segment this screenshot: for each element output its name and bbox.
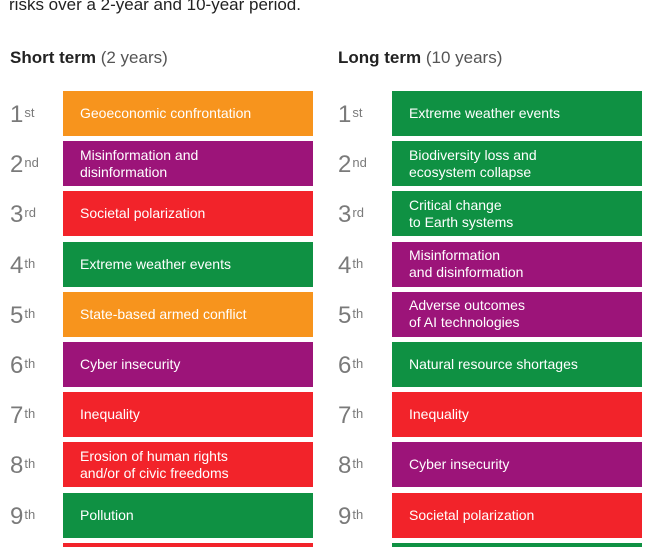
risk-label: Misinformation and disinformation [80,146,199,180]
long-term-rank-8: 8th [338,452,363,480]
rank-suffix: th [24,456,36,472]
rank-number: 7 [338,402,352,430]
long-term-rank-1: 1st [338,101,362,129]
risk-label: Natural resource shortages [409,356,578,372]
rank-number: 3 [338,201,352,229]
short-term-rank-3: 3rd [10,201,36,229]
short-term-risk-bar-8: Erosion of human rights and/or of civic … [63,442,313,488]
long-term-heading: Long term (10 years) [338,47,502,69]
rank-number: 2 [10,151,24,179]
risk-label: Biodiversity loss and ecosystem collapse [409,146,537,180]
long-term-risk-bar-1: Extreme weather events [392,91,642,136]
rank-suffix: nd [24,155,39,171]
rank-suffix: th [24,506,36,522]
rank-number: 8 [10,452,24,480]
intro-text: risks over a 2-year and 10-year period. [9,0,301,14]
short-term-rank-2: 2nd [10,151,39,179]
long-term-rank-6: 6th [338,352,363,380]
risk-label: Extreme weather events [80,255,231,272]
rank-suffix: th [352,255,364,271]
rank-suffix: th [352,456,364,472]
rank-suffix: th [24,356,36,371]
risk-label: Inequality [80,406,140,423]
rank-suffix: th [352,356,364,371]
short-term-rank-7: 7th [10,402,35,430]
short-term-risk-bar-9: Pollution [63,492,313,538]
risk-label: Societal polarization [409,506,535,523]
risk-label: Adverse outcomes of AI technologies [409,297,525,331]
short-term-rank-1: 1st [10,101,34,129]
long-term-rank-9: 9th [338,503,363,531]
long-term-title: Long term [338,48,422,67]
rank-suffix: th [352,305,364,321]
risk-label: Cyber insecurity [409,456,510,473]
short-term-heading: Short term (2 years) [10,47,168,69]
risk-label: Extreme weather events [409,105,560,121]
rank-number: 5 [338,301,352,329]
long-term-risk-bar-8: Cyber insecurity [392,442,642,488]
long-term-risk-bar-6: Natural resource shortages [392,342,642,387]
rank-number: 1 [338,101,352,128]
rank-suffix: st [24,105,35,120]
short-term-risk-bar-4: Extreme weather events [63,241,313,287]
long-term-rank-7: 7th [338,402,363,430]
risk-label: Geoeconomic confrontation [80,105,252,121]
rank-number: 4 [10,251,24,279]
short-term-rank-8: 8th [10,452,35,480]
short-term-rank-6: 6th [10,352,35,380]
short-term-title: Short term [10,48,96,67]
risk-label: Societal polarization [80,205,206,222]
short-term-rank-5: 5th [10,302,35,330]
rank-number: 2 [338,151,352,179]
long-term-risk-bar-3: Critical change to Earth systems [392,191,642,237]
rank-suffix: th [24,255,36,271]
short-term-risk-bar-6: Cyber insecurity [63,342,313,387]
long-term-risk-bar-4: Misinformation and disinformation [392,241,642,287]
long-term-rank-5: 5th [338,302,363,330]
short-term-rank-4: 4th [10,252,35,280]
risk-label: Critical change to Earth systems [409,196,514,230]
rank-number: 8 [338,452,352,480]
rank-suffix: th [24,406,36,422]
long-term-rank-3: 3rd [338,201,364,229]
risk-label: Cyber insecurity [80,356,181,372]
rank-number: 4 [338,251,352,279]
rank-suffix: rd [24,205,36,221]
short-term-rank-9: 9th [10,503,35,531]
short-term-risk-bar-3: Societal polarization [63,191,313,237]
rank-number: 1 [10,101,24,128]
rank-number: 6 [338,352,352,379]
long-term-rank-2: 2nd [338,151,367,179]
risk-label: Inequality [409,406,469,423]
rank-suffix: st [352,105,363,120]
risk-label: State-based armed conflict [80,305,247,322]
long-term-risk-bar-7: Inequality [392,392,642,438]
rank-suffix: rd [352,205,364,221]
rank-suffix: th [352,406,364,422]
risk-label: Misinformation and disinformation [409,247,524,281]
short-term-risk-bar-7: Inequality [63,392,313,438]
rank-number: 3 [10,201,24,229]
rank-number: 9 [338,502,352,530]
long-term-rank-4: 4th [338,252,363,280]
rank-number: 7 [10,402,24,430]
risk-label: Pollution [80,506,134,523]
rank-suffix: th [24,305,36,321]
long-term-risk-bar-2: Biodiversity loss and ecosystem collapse [392,141,642,187]
long-term-risk-bar-9: Societal polarization [392,492,642,538]
short-term-risk-bar-2: Misinformation and disinformation [63,141,313,187]
rank-number: 9 [10,502,24,530]
short-term-subtitle: (2 years) [100,48,168,67]
rank-suffix: nd [352,155,367,171]
short-term-risk-bar-5: State-based armed conflict [63,291,313,337]
rank-suffix: th [352,506,364,522]
rank-number: 5 [10,301,24,329]
rank-number: 6 [10,352,24,379]
short-term-risk-bar-1: Geoeconomic confrontation [63,91,313,136]
long-term-subtitle: (10 years) [425,48,503,67]
long-term-risk-bar-5: Adverse outcomes of AI technologies [392,291,642,337]
risk-label: Erosion of human rights and/or of civic … [80,447,229,481]
